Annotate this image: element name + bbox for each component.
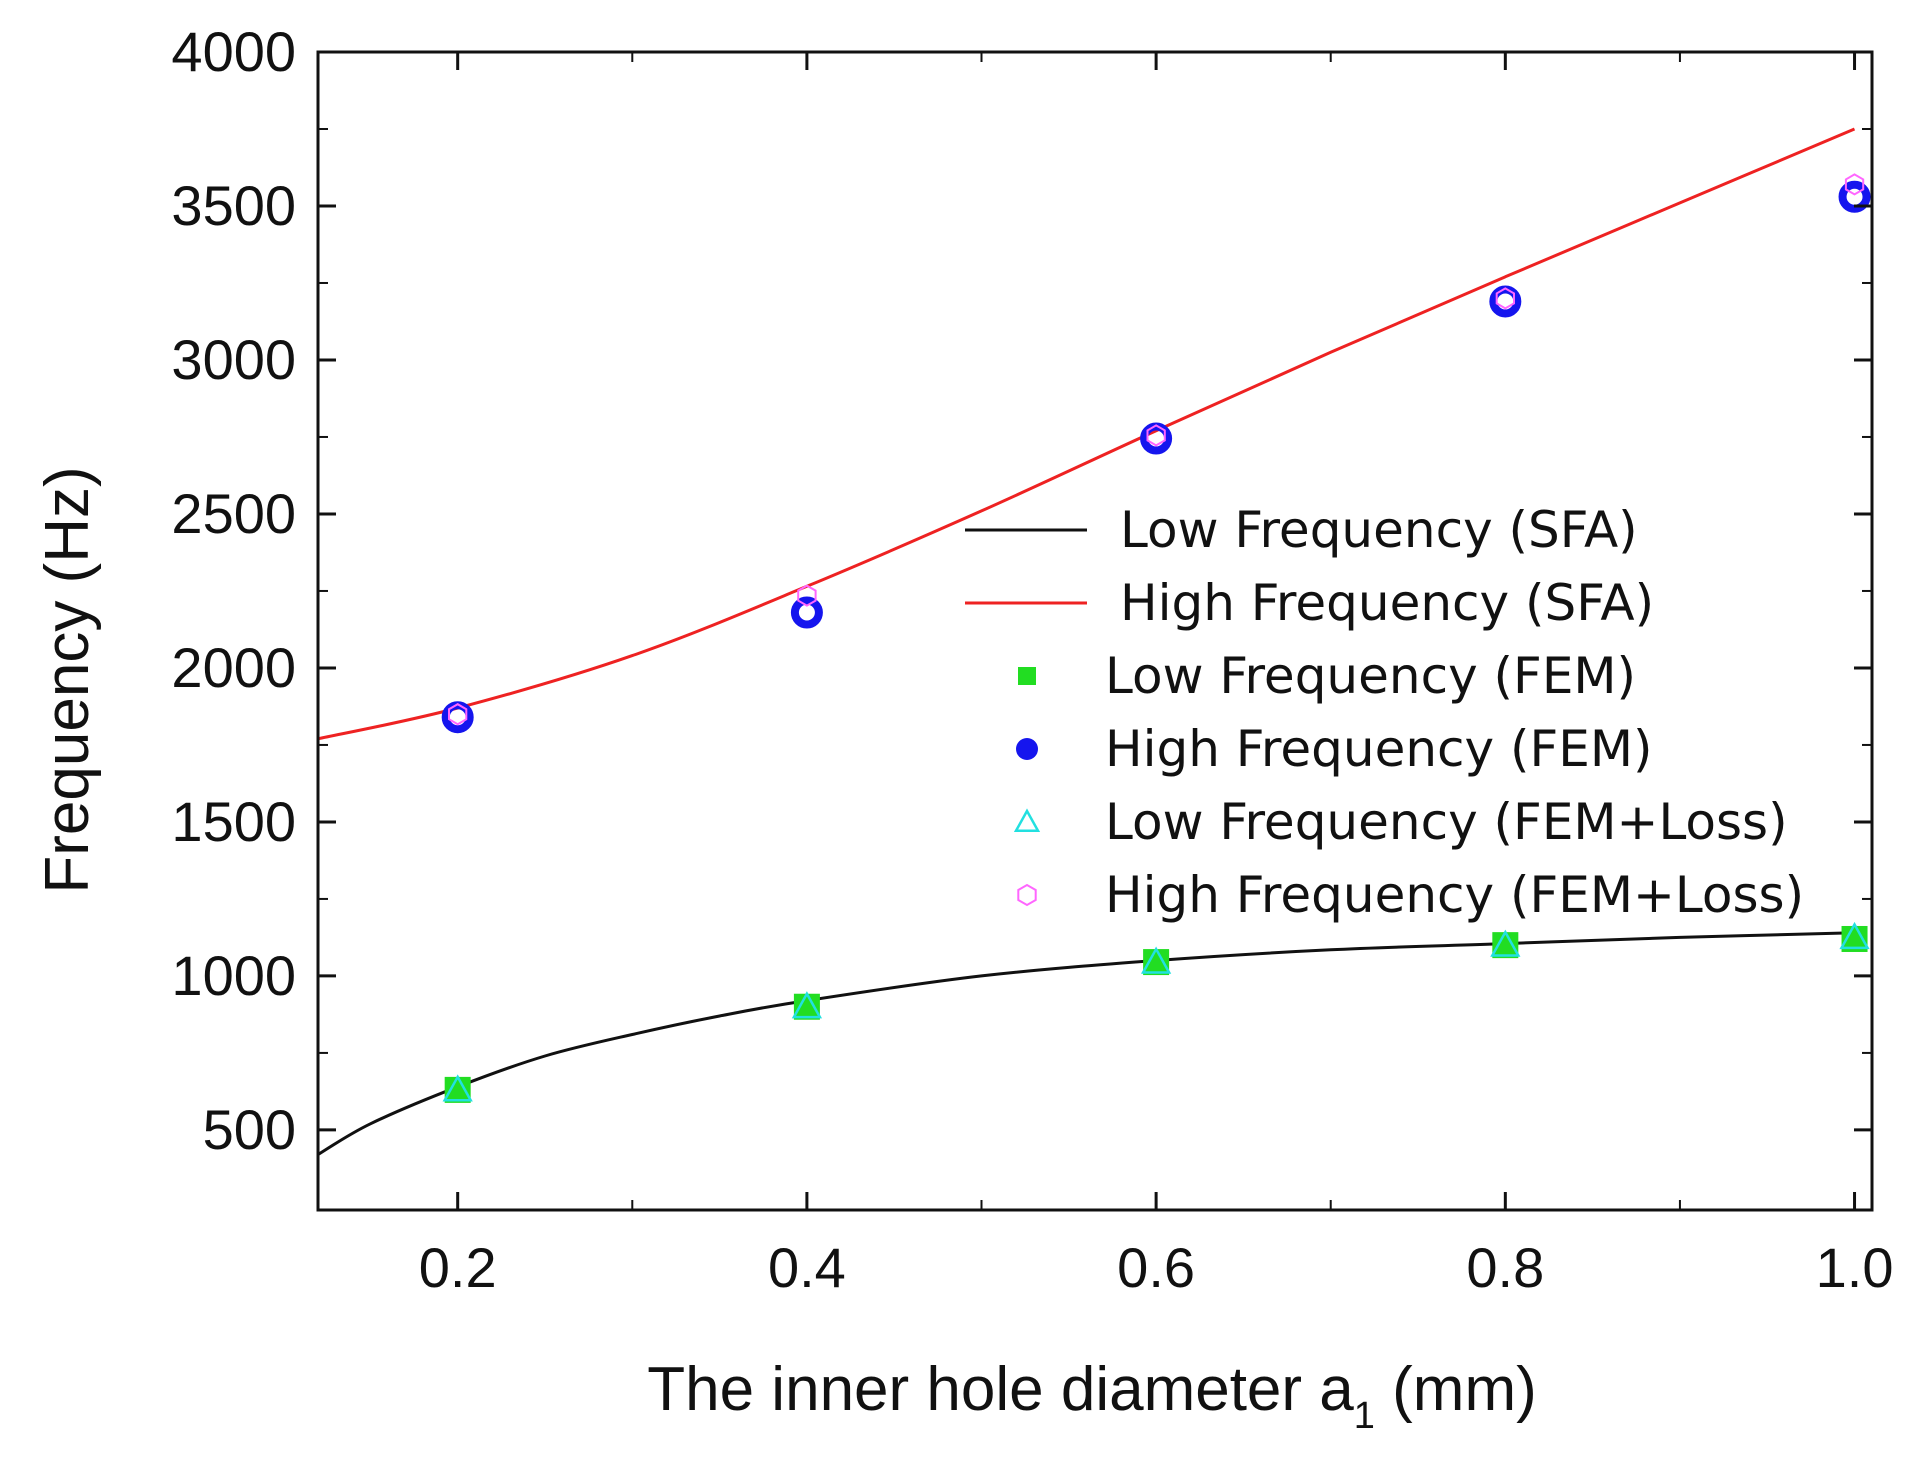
data-point-hexagon xyxy=(448,703,468,726)
legend-marker-swatch xyxy=(1013,808,1041,833)
y-tick-label: 2000 xyxy=(171,636,296,699)
data-point-hexagon xyxy=(1844,173,1865,196)
x-tick-label: 0.2 xyxy=(419,1236,497,1299)
legend: Low Frequency (SFA) High Frequency (SFA) L… xyxy=(965,501,1804,924)
x-tick-label: 0.4 xyxy=(768,1236,846,1299)
y-tick-label: 3000 xyxy=(171,328,296,391)
legend-item: Low Frequency (FEM) xyxy=(1018,647,1636,705)
data-point-triangle xyxy=(1839,921,1870,950)
legend-label: High Frequency (FEM+Loss) xyxy=(1105,866,1804,924)
x-tick-label: 0.6 xyxy=(1117,1236,1195,1299)
x-axis-title: The inner hole diameter a1 (mm) xyxy=(647,1355,1536,1437)
series-line-0 xyxy=(318,931,1855,1156)
axes-frame xyxy=(316,50,1874,1212)
data-point-hexagon xyxy=(797,584,817,607)
data-point-triangle xyxy=(1140,946,1172,974)
legend-marker-swatch xyxy=(1017,883,1037,907)
legend-label: Low Frequency (FEM+Loss) xyxy=(1105,793,1788,851)
legend-label: Low Frequency (SFA) xyxy=(1120,501,1638,559)
data-point-triangle xyxy=(1490,929,1521,957)
legend-marker-swatch xyxy=(1018,667,1036,685)
legend-item: Low Frequency (FEM+Loss) xyxy=(1013,793,1788,851)
legend-item: High Frequency (FEM) xyxy=(1016,720,1653,778)
y-axis-title: Frequency (Hz) xyxy=(33,466,102,893)
legend-marker-swatch xyxy=(1016,738,1038,760)
y-tick-label: 3500 xyxy=(171,174,296,237)
series-line-1 xyxy=(318,127,1856,741)
data-point-triangle xyxy=(791,991,823,1019)
y-tick-label: 2500 xyxy=(171,482,296,545)
y-tick-label: 500 xyxy=(203,1098,296,1161)
data-point-circle xyxy=(790,596,823,629)
x-axis-title-main: The inner hole diameter a xyxy=(647,1355,1354,1424)
legend-item: High Frequency (FEM+Loss) xyxy=(1017,866,1804,924)
legend-item: High Frequency (SFA) xyxy=(965,574,1654,632)
x-tick-label: 0.8 xyxy=(1466,1236,1544,1299)
legend-label: Low Frequency (FEM) xyxy=(1105,647,1636,705)
y-tick-label: 1500 xyxy=(171,790,296,853)
x-axis-title-unit: (mm) xyxy=(1375,1355,1537,1424)
y-tick-label: 1000 xyxy=(171,944,296,1007)
data-point-triangle xyxy=(442,1074,473,1102)
plot-area xyxy=(318,127,1871,1156)
data-point-hexagon xyxy=(1146,424,1166,447)
x-tick-label: 1.0 xyxy=(1816,1236,1894,1299)
data-point-hexagon xyxy=(1495,287,1515,310)
legend-label: High Frequency (SFA) xyxy=(1120,574,1654,632)
legend-label: High Frequency (FEM) xyxy=(1105,720,1653,778)
y-tick-label: 4000 xyxy=(171,20,296,83)
axes: 500 1000 1500 2000 2500 3000 3500 4000 0.2 0.4 0.6… xyxy=(171,20,1893,1299)
x-axis-title-subscript: 1 xyxy=(1354,1395,1375,1437)
legend-item: Low Frequency (SFA) xyxy=(965,501,1638,559)
data-point-circle xyxy=(1838,180,1871,213)
